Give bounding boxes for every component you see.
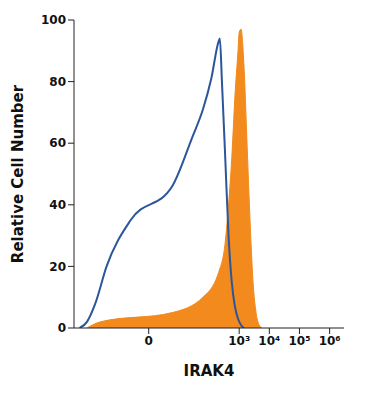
svg-text:10⁶: 10⁶ bbox=[319, 334, 341, 348]
svg-text:80: 80 bbox=[49, 75, 66, 89]
svg-text:10⁴: 10⁴ bbox=[258, 334, 280, 348]
svg-text:100: 100 bbox=[41, 13, 66, 27]
svg-text:Relative Cell Number: Relative Cell Number bbox=[9, 84, 27, 263]
svg-text:0: 0 bbox=[58, 321, 66, 335]
svg-text:10⁵: 10⁵ bbox=[288, 334, 310, 348]
svg-text:20: 20 bbox=[49, 260, 66, 274]
svg-text:40: 40 bbox=[49, 198, 66, 212]
svg-text:IRAK4: IRAK4 bbox=[184, 362, 235, 380]
svg-text:0: 0 bbox=[145, 334, 153, 348]
svg-text:10³: 10³ bbox=[228, 334, 250, 348]
svg-text:60: 60 bbox=[49, 136, 66, 150]
